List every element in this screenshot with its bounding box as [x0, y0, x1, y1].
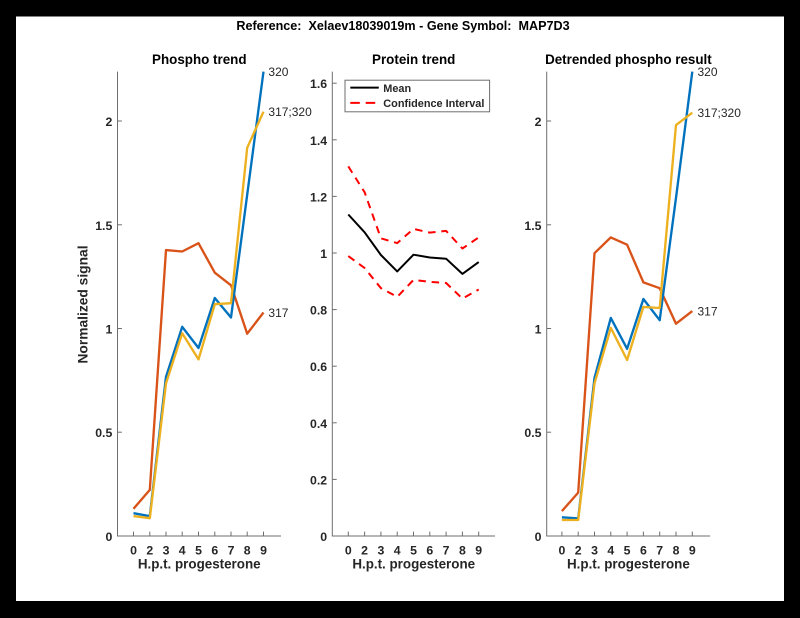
- svg-text:320: 320: [698, 65, 718, 79]
- svg-text:317: 317: [698, 305, 718, 319]
- svg-text:317;320: 317;320: [268, 105, 312, 119]
- svg-text:8: 8: [673, 544, 680, 558]
- svg-text:0.6: 0.6: [310, 360, 327, 374]
- svg-text:6: 6: [211, 544, 218, 558]
- svg-text:4: 4: [179, 544, 186, 558]
- svg-text:1.5: 1.5: [95, 219, 112, 233]
- svg-text:4: 4: [607, 544, 614, 558]
- svg-text:0.5: 0.5: [95, 426, 112, 440]
- svg-text:0.2: 0.2: [310, 473, 327, 487]
- svg-text:1: 1: [105, 323, 112, 337]
- svg-text:H.p.t. progesterone: H.p.t. progesterone: [138, 556, 261, 571]
- svg-text:1.5: 1.5: [524, 219, 541, 233]
- svg-text:4: 4: [394, 544, 401, 558]
- svg-text:0: 0: [535, 530, 542, 544]
- svg-text:3: 3: [377, 544, 384, 558]
- svg-text:9: 9: [475, 544, 482, 558]
- svg-text:Protein trend: Protein trend: [372, 52, 455, 67]
- svg-text:2: 2: [535, 115, 542, 129]
- svg-text:5: 5: [410, 544, 417, 558]
- svg-text:Normalized signal: Normalized signal: [76, 245, 91, 363]
- svg-text:Confidence Interval: Confidence Interval: [383, 98, 484, 110]
- svg-text:H.p.t. progesterone: H.p.t. progesterone: [352, 556, 475, 571]
- svg-text:0: 0: [130, 544, 137, 558]
- svg-text:320: 320: [268, 65, 288, 79]
- svg-text:1: 1: [320, 247, 327, 261]
- svg-text:Phospho trend: Phospho trend: [152, 52, 246, 67]
- svg-text:6: 6: [640, 544, 647, 558]
- svg-text:317: 317: [268, 306, 288, 320]
- svg-text:7: 7: [656, 544, 663, 558]
- svg-text:5: 5: [624, 544, 631, 558]
- svg-text:2: 2: [105, 115, 112, 129]
- svg-text:3: 3: [591, 544, 598, 558]
- svg-text:6: 6: [426, 544, 433, 558]
- svg-text:8: 8: [244, 544, 251, 558]
- svg-text:2: 2: [146, 544, 153, 558]
- svg-text:Mean: Mean: [383, 83, 411, 95]
- svg-text:1.6: 1.6: [310, 77, 327, 91]
- svg-text:1: 1: [535, 323, 542, 337]
- svg-text:5: 5: [195, 544, 202, 558]
- svg-text:0: 0: [320, 530, 327, 544]
- svg-text:0: 0: [105, 530, 112, 544]
- svg-text:9: 9: [689, 544, 696, 558]
- svg-text:7: 7: [228, 544, 235, 558]
- svg-text:0.8: 0.8: [310, 304, 327, 318]
- svg-text:Reference: Xelaev18039019m -: Reference: Xelaev18039019m - Gene Symbol…: [236, 19, 569, 33]
- svg-text:3: 3: [163, 544, 170, 558]
- svg-text:9: 9: [260, 544, 267, 558]
- svg-text:0: 0: [558, 544, 565, 558]
- svg-text:H.p.t. progesterone: H.p.t. progesterone: [567, 556, 690, 571]
- svg-text:0.5: 0.5: [524, 426, 541, 440]
- svg-text:2: 2: [361, 544, 368, 558]
- svg-text:1.2: 1.2: [310, 190, 327, 204]
- svg-text:0: 0: [345, 544, 352, 558]
- svg-text:317;320: 317;320: [698, 106, 742, 120]
- svg-text:0.4: 0.4: [310, 417, 327, 431]
- svg-text:1.4: 1.4: [310, 134, 327, 148]
- svg-text:Detrended phospho result: Detrended phospho result: [545, 52, 712, 67]
- svg-text:7: 7: [443, 544, 450, 558]
- svg-text:2: 2: [575, 544, 582, 558]
- svg-text:8: 8: [459, 544, 466, 558]
